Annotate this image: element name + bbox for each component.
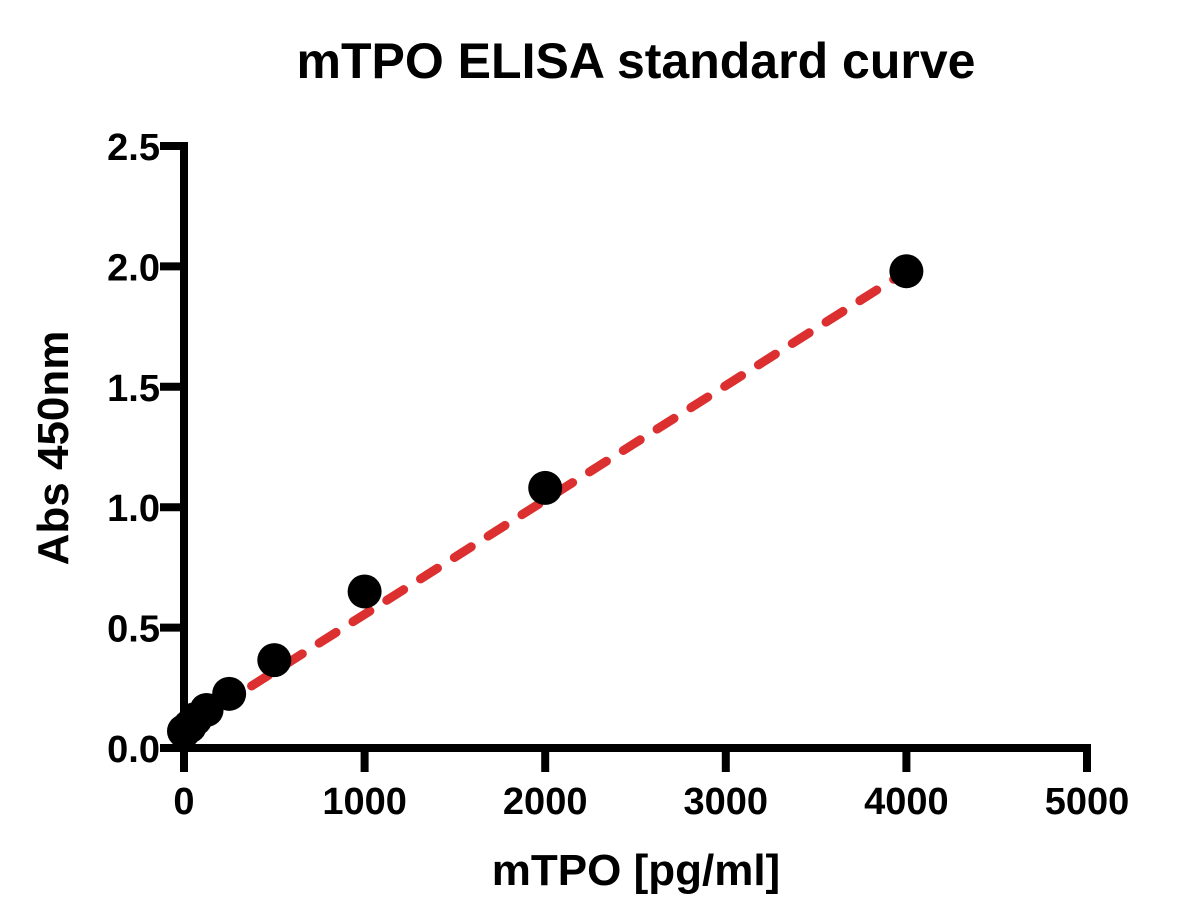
y-ticks: 0.0 0.5 1.0 1.5 2.0 2.5: [107, 127, 184, 771]
x-ticks: 0 1000 2000 3000 4000 5000: [173, 748, 1129, 823]
y-tick-label: 0.5: [107, 609, 160, 651]
points-group: [167, 254, 924, 749]
data-point: [528, 470, 563, 505]
data-point: [212, 676, 247, 711]
chart-title: mTPO ELISA standard curve: [297, 33, 976, 89]
fit-line-group: [179, 266, 911, 734]
x-tick-label: 5000: [1045, 781, 1130, 823]
y-axis-label: Abs 450nm: [29, 331, 78, 566]
y-tick-label: 0.0: [107, 729, 160, 771]
y-tick-label: 2.5: [107, 127, 160, 169]
x-tick-label: 2000: [503, 781, 588, 823]
data-point: [347, 574, 382, 609]
y-tick-label: 1.0: [107, 488, 160, 530]
x-tick-label: 3000: [684, 781, 769, 823]
fit-line: [179, 266, 911, 734]
axes: [180, 142, 1091, 752]
data-point: [257, 643, 292, 678]
x-axis-label: mTPO [pg/ml]: [492, 846, 780, 895]
x-tick-label: 0: [173, 781, 194, 823]
y-tick-label: 1.5: [107, 368, 160, 410]
data-point: [889, 254, 924, 289]
y-tick-label: 2.0: [107, 247, 160, 289]
x-tick-label: 4000: [864, 781, 949, 823]
x-tick-label: 1000: [322, 781, 407, 823]
